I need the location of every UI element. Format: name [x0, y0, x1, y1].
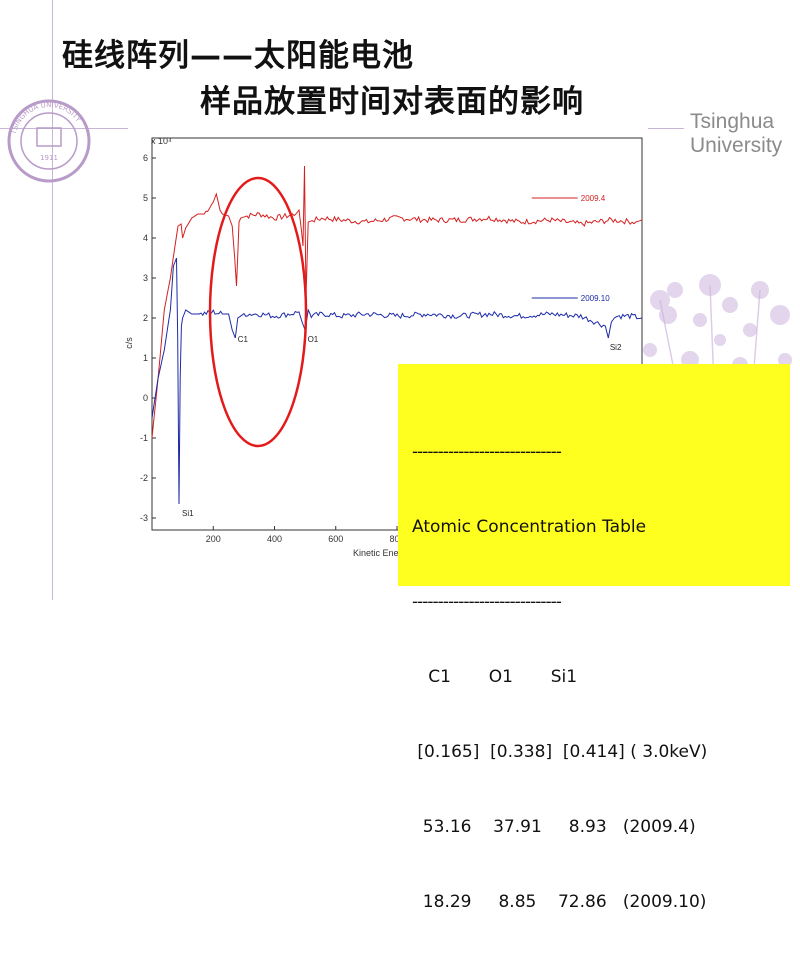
- y-tick-label: -1: [140, 433, 148, 443]
- y-tick-label: 1: [143, 353, 148, 363]
- chart-legend: 2009.4 2009.10: [531, 194, 610, 303]
- svg-text:TSINGHUA UNIVERSITY: TSINGHUA UNIVERSITY: [9, 101, 82, 136]
- xps-spectrum-chart: -3 -2 -1 0 1 2 3 4 5 6 200 400 600 800 C1 O1 Si1 Si2 20…: [124, 136, 643, 558]
- brand-line1: Tsinghua: [690, 110, 775, 133]
- y-tick-label: 0: [143, 393, 148, 403]
- legend-label: 2009.4: [581, 194, 606, 203]
- y-tick-label: 2: [143, 313, 148, 323]
- x-tick-label: 600: [328, 534, 343, 544]
- y-axis-ticks: -3 -2 -1 0 1 2 3 4 5 6: [140, 153, 156, 523]
- atomic-concentration-table: ----------------------------- Atomic Con…: [412, 390, 707, 965]
- header-divider-right: [648, 128, 684, 129]
- concentration-table-box: ----------------------------- Atomic Con…: [398, 364, 790, 912]
- series-line-2009.4: [151, 165, 643, 439]
- left-divider-line: [52, 0, 53, 600]
- table-row: [0.165] [0.338] [0.414] ( 3.0keV): [412, 742, 708, 762]
- x-tick-label: 400: [267, 534, 282, 544]
- highlight-circle: [208, 176, 308, 448]
- y-tick-label: 6: [143, 153, 148, 163]
- university-seal-logo: TSINGHUA UNIVERSITY 1911: [7, 99, 91, 183]
- table-row: 18.29 8.85 72.86 (2009.10): [412, 892, 707, 912]
- peak-annotations: C1 O1 Si1 Si2: [182, 335, 622, 518]
- slide-title-line1: 硅线阵列——太阳能电池: [62, 38, 414, 74]
- table-header: C1 O1 Si1: [412, 667, 578, 687]
- y-tick-label: -2: [140, 473, 148, 483]
- y-tick-label: 5: [143, 193, 148, 203]
- peak-label: C1: [238, 335, 249, 344]
- university-brand: Tsinghua University: [690, 110, 782, 158]
- table-dash-line-top: -----------------------------: [412, 442, 562, 462]
- header-divider-left: [0, 128, 128, 129]
- svg-text:1911: 1911: [40, 154, 58, 162]
- y-tick-label: 4: [143, 233, 148, 243]
- peak-label: Si1: [182, 509, 194, 518]
- peak-label: Si2: [610, 343, 622, 352]
- x-tick-label: 200: [206, 534, 221, 544]
- table-dash-line-bottom: -----------------------------: [412, 592, 562, 612]
- x-tick-label: 800: [389, 534, 404, 544]
- table-title: Atomic Concentration Table: [412, 517, 647, 537]
- y-tick-label: -3: [140, 513, 148, 523]
- peak-label: O1: [308, 335, 319, 344]
- series-line-2009.10: [151, 257, 643, 505]
- series-layer: [151, 165, 643, 505]
- x-axis-ticks: 200 400 600 800: [206, 526, 405, 544]
- x-axis-label: Kinetic Ene: [353, 548, 399, 558]
- table-row: 53.16 37.91 8.93 (2009.4): [412, 817, 696, 837]
- y-axis-multiplier: x 10⁴: [151, 136, 172, 146]
- legend-label: 2009.10: [581, 294, 610, 303]
- brand-line2: University: [690, 134, 783, 157]
- y-tick-label: 3: [143, 273, 148, 283]
- y-axis-label: c/s: [124, 337, 134, 349]
- slide-title-line2: 样品放置时间对表面的影响: [200, 84, 584, 120]
